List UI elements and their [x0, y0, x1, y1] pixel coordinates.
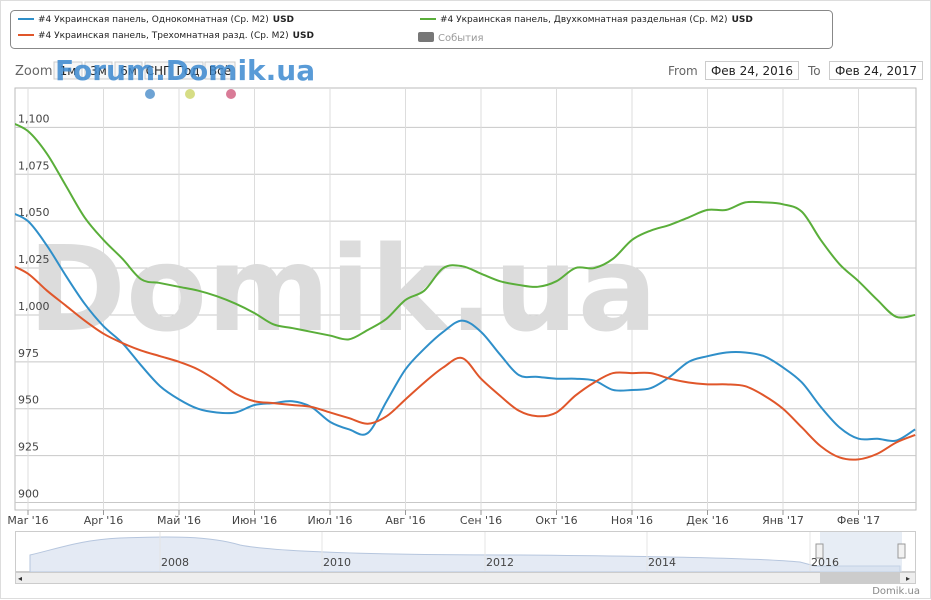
series-line [15, 123, 916, 341]
navigator-year: 2016 [811, 556, 839, 569]
x-tick-label: Apr '16 [84, 514, 124, 527]
zoom-button[interactable] [84, 61, 113, 80]
plot-area [14, 87, 917, 511]
navigator-year: 2008 [161, 556, 189, 569]
x-tick-label: Фев '17 [837, 514, 880, 527]
legend-label[interactable]: #4 Украинская панель, Однокомнатная (Ср.… [38, 15, 294, 25]
series-line [15, 212, 916, 443]
series-line [15, 265, 916, 461]
y-tick-label: 1,075 [18, 159, 50, 172]
y-tick-label: 1,025 [18, 253, 50, 266]
legend-box [10, 10, 833, 49]
scrollbar[interactable] [15, 572, 916, 584]
x-tick-label: Окт '16 [535, 514, 577, 527]
zoom-button-label[interactable]: СНГ [146, 64, 171, 78]
navigator-year: 2010 [323, 556, 351, 569]
scroll-right[interactable]: ▸ [906, 574, 910, 583]
scrollbar-thumb[interactable] [820, 573, 900, 583]
zoom-button[interactable] [53, 61, 83, 80]
to-date[interactable]: Фев 24, 2017 [835, 64, 917, 78]
zoom-button-label[interactable]: 6м [120, 64, 137, 78]
y-tick-label: 1,100 [18, 112, 50, 125]
navigator-area [29, 536, 901, 573]
series-group [15, 123, 916, 461]
dot [185, 89, 195, 99]
dot [226, 89, 236, 99]
legend-name[interactable]: #4 Украинская панель, Однокомнатная (Ср.… [38, 15, 269, 25]
y-tick-label: 975 [18, 347, 39, 360]
y-tick-label: 1,050 [18, 206, 50, 219]
zoom-button[interactable] [172, 61, 204, 80]
to-input[interactable] [829, 61, 923, 80]
zoom-label: Zoom [15, 64, 52, 79]
x-tick-label: Ноя '16 [611, 514, 653, 527]
legend-swatch [418, 32, 434, 42]
zoom-button-label[interactable]: Год [177, 64, 200, 78]
from-label: From [668, 64, 698, 78]
forum-watermark: Forum.Domik.ua [55, 54, 315, 87]
zoom-button-label[interactable]: Всё [209, 64, 231, 78]
y-tick-label: 1,000 [18, 300, 50, 313]
zoom-button[interactable] [114, 61, 143, 80]
x-tick-label: Июн '16 [232, 514, 277, 527]
scroll-left[interactable]: ◂ [18, 574, 22, 583]
credit: Domik.ua [872, 586, 920, 597]
navigator-handle[interactable] [897, 543, 906, 559]
legend-label[interactable]: События [438, 33, 484, 44]
x-tick-label: Май '16 [157, 514, 201, 527]
x-tick-label: Июл '16 [307, 514, 352, 527]
navigator-handle[interactable] [815, 543, 824, 559]
navigator-selection[interactable] [820, 532, 902, 572]
legend-unit[interactable]: USD [293, 31, 314, 41]
y-tick-label: 900 [18, 487, 39, 500]
from-date[interactable]: Фев 24, 2016 [711, 64, 793, 78]
y-tick-label: 950 [18, 394, 39, 407]
zoom-button[interactable] [144, 61, 172, 80]
zoom-button-label[interactable]: 1м [60, 64, 77, 78]
x-tick-label: Дек '16 [686, 514, 729, 527]
x-tick-label: Сен '16 [460, 514, 502, 527]
navigator-year: 2012 [486, 556, 514, 569]
x-tick-label: Mar '16 [7, 514, 48, 527]
legend-name[interactable]: #4 Украинская панель, Двухкомнатная разд… [440, 15, 728, 25]
legend-label[interactable]: #4 Украинская панель, Двухкомнатная разд… [440, 15, 753, 25]
legend-unit[interactable]: USD [273, 15, 294, 25]
y-tick-label: 925 [18, 441, 39, 454]
zoom-button[interactable] [204, 61, 236, 80]
legend-label[interactable]: #4 Украинская панель, Трехомнатная разд.… [38, 31, 314, 41]
legend-name[interactable]: #4 Украинская панель, Трехомнатная разд.… [38, 31, 289, 41]
navigator-year: 2014 [648, 556, 676, 569]
x-tick-label: Янв '17 [762, 514, 804, 527]
dot [145, 89, 155, 99]
legend-unit[interactable]: USD [732, 15, 753, 25]
from-input[interactable] [705, 61, 799, 80]
watermark: Domik.ua [28, 220, 657, 358]
zoom-button-label[interactable]: 3м [90, 64, 107, 78]
x-tick-label: Авг '16 [385, 514, 425, 527]
to-label: To [807, 64, 821, 78]
